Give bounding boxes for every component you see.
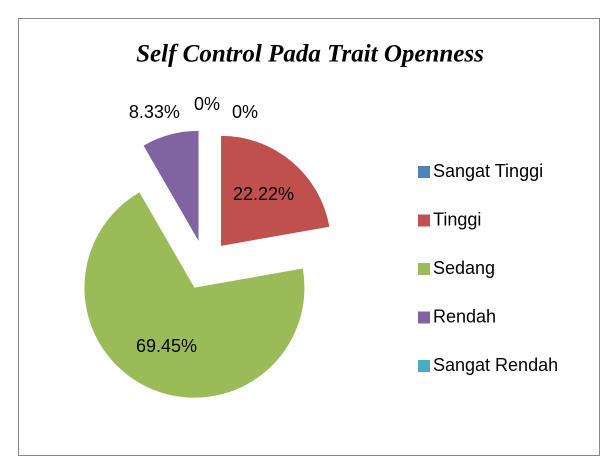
legend-label: Sedang [433,258,495,278]
legend-swatch [418,166,430,178]
data-label: 22.22% [233,184,294,204]
legend-label: Tinggi [433,209,481,229]
data-label: 0% [232,102,258,122]
pie-slice [143,130,199,241]
legend-swatch [418,214,430,227]
pie-slice [221,135,330,246]
legend-swatch [418,263,430,275]
legend-label: Sangat Rendah [433,355,558,375]
pie-slice [84,192,305,398]
data-label: 69.45% [136,336,197,356]
legend-label: Sangat Tinggi [433,161,543,181]
chart-title: Self Control Pada Trait Openness [136,41,484,68]
data-label: 0% [194,94,220,114]
data-label: 8.33% [129,102,180,122]
legend-label: Rendah [433,306,496,326]
legend-swatch [418,311,430,324]
legend-swatch [418,360,430,372]
